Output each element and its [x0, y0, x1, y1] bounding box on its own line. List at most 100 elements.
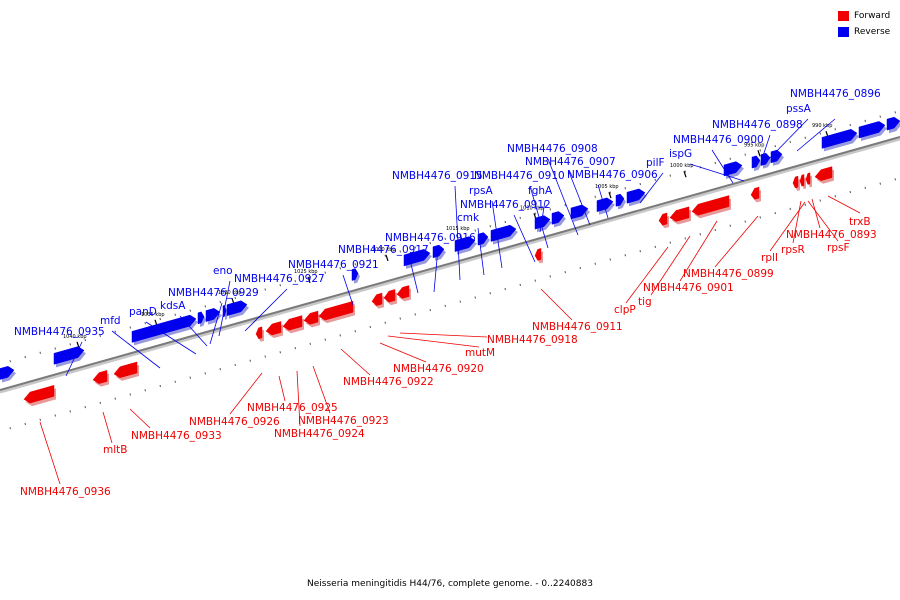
track-dot — [129, 326, 131, 329]
track-dot — [669, 241, 671, 244]
scale-tick — [307, 276, 311, 284]
track-dot — [549, 208, 551, 211]
track-dot — [729, 157, 731, 160]
reverse-label-leader — [111, 330, 161, 369]
track-dot — [834, 128, 836, 131]
track-dot — [39, 418, 41, 421]
reverse-gene-label: cmk — [457, 212, 480, 224]
track-dot — [144, 389, 146, 392]
track-dot — [579, 266, 581, 270]
track-dot — [159, 384, 161, 388]
reverse-label-leader — [145, 321, 197, 355]
reverse-gene-arrow — [197, 311, 205, 325]
forward-gene-label: NMBH4476_0893 — [786, 229, 877, 241]
forward-label-leader — [129, 408, 151, 429]
forward-label-leader — [39, 421, 61, 485]
forward-gene-arrow — [282, 315, 303, 331]
track-dot — [354, 263, 356, 266]
track-dot — [444, 304, 446, 308]
track-dot — [594, 195, 596, 198]
forward-gene-arrow — [799, 174, 805, 187]
reverse-label-leader — [244, 288, 288, 332]
forward-gene-arrow — [534, 248, 542, 261]
forward-gene-arrow — [792, 175, 799, 189]
track-dot — [369, 258, 371, 262]
track-dot — [429, 242, 431, 245]
track-dot — [789, 140, 791, 144]
track-dot — [384, 321, 386, 324]
track-dot — [699, 233, 701, 236]
reverse-gene-arrow — [551, 211, 565, 225]
track-dot — [294, 279, 296, 283]
scale-tick — [683, 170, 687, 178]
reverse-gene-label: NMBH4476_0927 — [234, 273, 325, 285]
reverse-label-leader — [529, 185, 549, 249]
track-dot — [834, 195, 836, 198]
reverse-label-leader — [513, 214, 536, 263]
forward-label-leader — [811, 198, 821, 229]
track-dot — [789, 207, 791, 211]
scale-tick — [757, 150, 761, 157]
forward-gene-arrow — [371, 292, 383, 306]
reverse-label-leader — [568, 171, 591, 226]
track-dot — [69, 343, 71, 346]
forward-label-leader — [540, 288, 573, 321]
track-dot — [594, 262, 596, 265]
track-dot — [369, 325, 371, 329]
track-dot — [204, 372, 206, 375]
scale-tick-label: 990 kbp — [812, 123, 832, 129]
track-dot — [894, 111, 896, 114]
track-dot — [714, 228, 716, 232]
reverse-label-leader — [796, 118, 836, 152]
reverse-label-leader — [477, 227, 485, 276]
track-dot — [219, 368, 221, 371]
reverse-gene-arrow — [626, 188, 646, 204]
scale-tick-label: 1030 kbp — [218, 290, 242, 296]
track-dot — [144, 322, 146, 325]
track-dot — [879, 115, 881, 118]
track-dot — [504, 287, 506, 291]
track-dot — [159, 317, 161, 321]
forward-label-leader — [296, 370, 301, 427]
track-dot — [744, 153, 746, 156]
track-dot — [564, 271, 566, 274]
reverse-gene-label: NMBH4476_0908 — [507, 143, 598, 155]
track-dot — [279, 351, 281, 354]
forward-label-leader — [769, 201, 806, 252]
track-dot — [189, 376, 191, 379]
scale-tick-label: 1040 kbp — [63, 334, 87, 340]
forward-swatch — [838, 10, 849, 21]
track-dot — [309, 342, 311, 345]
genome-backbone — [0, 136, 900, 394]
track-dot — [324, 338, 326, 341]
reverse-gene-arrow — [226, 300, 248, 317]
track-dot — [729, 224, 731, 227]
legend-forward: Forward — [838, 9, 890, 22]
track-dot — [654, 245, 656, 248]
track-dot — [384, 254, 386, 257]
reverse-gene-label: pssA — [786, 103, 812, 115]
reverse-label-leader — [539, 200, 546, 233]
track-dot — [489, 225, 491, 228]
gene-features — [0, 116, 900, 407]
track-dot — [399, 317, 401, 320]
track-dot — [54, 414, 56, 417]
reverse-label-leader — [209, 302, 223, 345]
scale-tick-label: 1025 kbp — [294, 269, 318, 275]
track-dot — [324, 271, 326, 274]
reverse-label-leader — [454, 185, 461, 281]
reverse-label-leader — [689, 163, 745, 182]
reverse-gene-label: NMBH4476_0912 — [460, 199, 551, 211]
scale-tick-label: 1005 kbp — [595, 184, 619, 190]
track-dot — [609, 191, 611, 194]
forward-label-leader — [650, 235, 691, 296]
track-dot — [354, 330, 356, 333]
forward-label-leader — [807, 200, 839, 242]
forward-gene-label: rpsR — [781, 244, 805, 256]
forward-gene-arrow — [255, 326, 263, 340]
reverse-label-leader — [597, 184, 609, 219]
track-dot — [459, 300, 461, 303]
track-dot — [234, 296, 236, 300]
scale-ticks: 990 kbp 995 kbp 1000 kbp 1005 kbp 1010 kbp 10… — [9, 111, 896, 430]
